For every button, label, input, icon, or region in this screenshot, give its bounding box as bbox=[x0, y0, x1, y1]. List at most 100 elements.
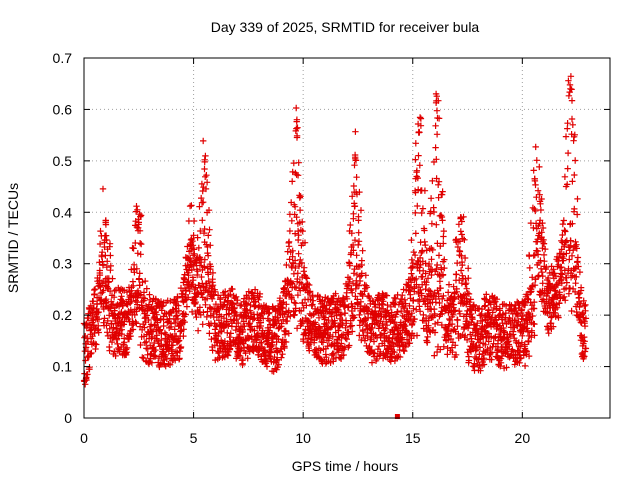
data-point bbox=[457, 228, 464, 235]
data-point bbox=[416, 254, 424, 262]
data-point bbox=[110, 294, 118, 301]
data-point bbox=[349, 289, 356, 296]
data-point bbox=[285, 238, 293, 245]
data-point bbox=[172, 357, 179, 364]
data-point bbox=[425, 322, 432, 329]
data-point bbox=[467, 348, 475, 355]
data-point bbox=[550, 266, 557, 273]
data-point bbox=[225, 322, 232, 329]
data-point bbox=[522, 347, 529, 354]
data-point bbox=[386, 334, 393, 341]
data-point bbox=[118, 326, 125, 333]
data-point bbox=[148, 359, 156, 366]
data-point bbox=[209, 276, 216, 283]
data-point bbox=[408, 256, 415, 263]
data-point bbox=[295, 159, 302, 166]
data-point bbox=[445, 289, 452, 296]
y-tick-label: 0.1 bbox=[53, 359, 73, 375]
data-point bbox=[461, 254, 469, 262]
data-point bbox=[417, 115, 425, 122]
data-point bbox=[355, 229, 362, 236]
data-point bbox=[439, 295, 446, 303]
data-point bbox=[266, 309, 273, 316]
data-point bbox=[399, 292, 406, 299]
data-point bbox=[467, 296, 474, 303]
data-point bbox=[323, 302, 330, 309]
data-point bbox=[416, 114, 424, 121]
data-point bbox=[560, 217, 567, 224]
data-point bbox=[414, 202, 421, 210]
data-point bbox=[340, 351, 347, 359]
data-point bbox=[471, 360, 478, 367]
data-point bbox=[99, 249, 106, 256]
data-point bbox=[352, 154, 359, 161]
data-point bbox=[551, 309, 558, 316]
data-point bbox=[452, 307, 459, 314]
data-point bbox=[573, 273, 580, 281]
data-point bbox=[173, 312, 181, 319]
data-point bbox=[414, 174, 421, 182]
data-point bbox=[343, 295, 351, 302]
data-point bbox=[284, 317, 291, 325]
data-point bbox=[476, 305, 483, 312]
data-point bbox=[205, 207, 213, 214]
data-point bbox=[294, 275, 301, 283]
data-point bbox=[103, 299, 110, 306]
data-point bbox=[493, 303, 500, 310]
data-point bbox=[349, 193, 356, 200]
data-point bbox=[568, 97, 576, 104]
axes: 0 0.1 0.2 0.3 0.4 0.5 0.6 0.7 0 5 10 15 20 bbox=[53, 50, 611, 446]
data-point bbox=[186, 202, 194, 210]
data-point bbox=[555, 254, 563, 261]
data-point bbox=[446, 317, 454, 324]
data-point bbox=[566, 256, 573, 263]
data-point bbox=[328, 313, 335, 320]
data-point bbox=[439, 271, 447, 278]
data-point bbox=[202, 173, 209, 180]
data-point bbox=[303, 275, 311, 282]
data-point bbox=[434, 319, 441, 326]
data-point bbox=[387, 303, 395, 310]
data-point bbox=[461, 236, 468, 243]
data-point bbox=[176, 355, 183, 362]
data-point bbox=[482, 302, 489, 309]
data-point bbox=[220, 302, 227, 309]
data-point bbox=[555, 314, 562, 321]
data-point bbox=[468, 306, 475, 313]
data-point bbox=[433, 221, 440, 228]
data-point bbox=[212, 288, 219, 295]
data-point bbox=[132, 318, 139, 326]
data-point bbox=[457, 267, 465, 274]
data-point bbox=[494, 347, 501, 354]
data-point bbox=[107, 262, 114, 270]
y-axis-title: SRMTID / TECUs bbox=[5, 183, 21, 293]
y-tick-label: 0.6 bbox=[53, 101, 73, 117]
data-point bbox=[487, 301, 494, 308]
data-point bbox=[203, 172, 210, 179]
data-point bbox=[196, 304, 204, 311]
data-point bbox=[453, 271, 460, 278]
data-point bbox=[205, 252, 212, 259]
data-point bbox=[91, 285, 99, 293]
data-point bbox=[338, 311, 345, 318]
data-point bbox=[553, 304, 561, 311]
data-point bbox=[190, 232, 197, 239]
data-point bbox=[416, 303, 423, 310]
data-point bbox=[162, 351, 169, 359]
data-point bbox=[484, 346, 491, 353]
data-point bbox=[111, 287, 118, 294]
data-point bbox=[136, 270, 143, 277]
data-point bbox=[293, 134, 301, 141]
data-point bbox=[528, 288, 535, 295]
data-point bbox=[349, 328, 356, 335]
data-point bbox=[137, 341, 144, 349]
data-point bbox=[97, 227, 104, 235]
data-point bbox=[406, 302, 413, 310]
data-point bbox=[291, 311, 298, 318]
data-point bbox=[572, 280, 579, 287]
data-point bbox=[201, 264, 208, 271]
data-point bbox=[199, 321, 206, 328]
data-point bbox=[229, 285, 236, 293]
data-point bbox=[549, 296, 556, 303]
data-point bbox=[526, 264, 533, 272]
